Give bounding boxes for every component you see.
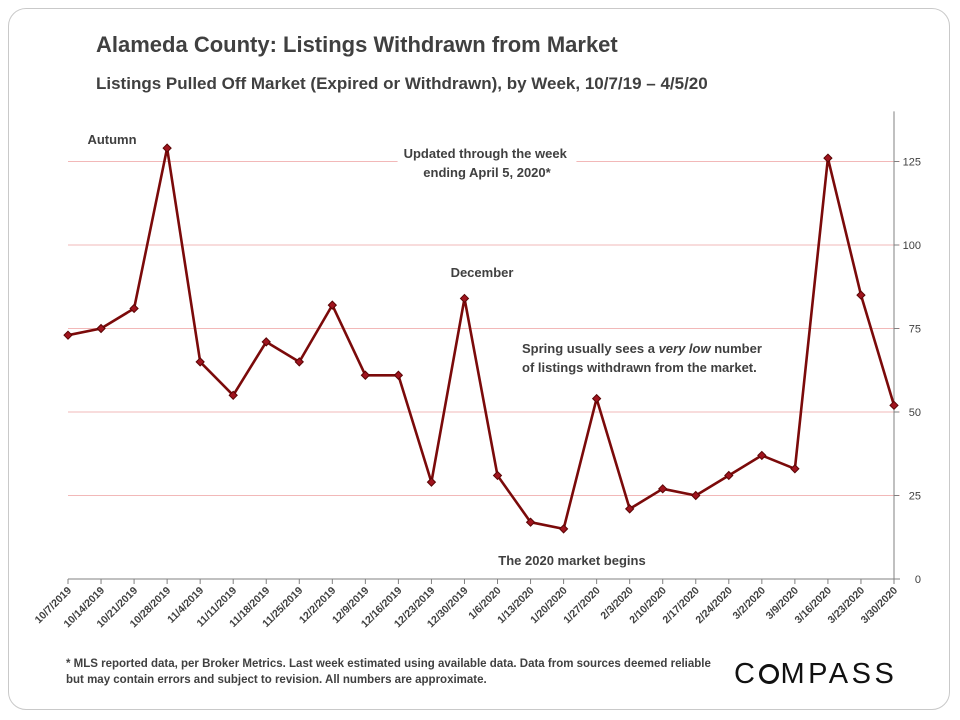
y-tick-label: 125	[903, 157, 921, 169]
data-point	[228, 390, 238, 401]
annotation-autumn: Autumn	[87, 132, 136, 147]
data-point	[360, 370, 371, 380]
slide-frame	[8, 8, 950, 710]
series-line	[67, 146, 896, 531]
data-point	[591, 393, 602, 404]
data-point	[525, 517, 536, 527]
data-point	[63, 330, 73, 340]
y-tick-label: 75	[909, 324, 921, 336]
data-point	[129, 303, 139, 314]
x-tick-label: 3/30/2020	[859, 585, 901, 627]
data-point	[162, 143, 172, 153]
data-point	[856, 290, 866, 300]
data-point	[889, 400, 899, 411]
annotations: Autumn Updated through the week ending A…	[87, 132, 772, 568]
data-point	[195, 357, 205, 367]
x-tick-label: 2/24/2020	[693, 585, 735, 627]
y-tick-label: 25	[909, 491, 921, 503]
data-point	[426, 477, 437, 487]
data-point	[327, 300, 338, 310]
data-point	[558, 524, 569, 534]
data-point	[823, 153, 833, 163]
y-tick-label: 0	[915, 574, 921, 586]
data-point	[96, 323, 106, 334]
data-point	[459, 293, 470, 304]
annotation-spring: Spring usually sees a very low number of…	[522, 341, 766, 375]
x-tick-label: 1/27/2020	[561, 585, 603, 627]
data-point	[393, 370, 404, 380]
chart-title: Alameda County: Listings Withdrawn from …	[96, 32, 618, 57]
data-point	[658, 484, 668, 494]
annotation-updated: Updated through the week ending April 5,…	[404, 146, 571, 180]
footnote: * MLS reported data, per Broker Metrics.…	[66, 658, 711, 686]
data-point	[790, 464, 800, 474]
annotation-updated-background	[397, 143, 577, 183]
annotation-december: December	[451, 265, 514, 280]
data-point	[261, 337, 271, 347]
gridlines	[68, 161, 900, 496]
y-tick-label: 100	[903, 240, 921, 252]
y-tick-label: 50	[909, 407, 921, 419]
series-listings-withdrawn	[63, 143, 899, 534]
data-point	[691, 490, 701, 501]
annotation-2020-begins: The 2020 market begins	[498, 553, 645, 568]
data-point	[624, 504, 635, 514]
x-tick-label: 3/2/2020	[731, 585, 768, 622]
data-point	[294, 357, 304, 367]
data-point	[492, 470, 503, 481]
data-point	[724, 470, 734, 481]
annotation-spring-background	[516, 338, 772, 378]
chart-subtitle: Listings Pulled Off Market (Expired or W…	[96, 74, 708, 93]
compass-logo: C MPASS	[734, 658, 898, 690]
logo-o-ring	[759, 664, 780, 684]
data-point	[757, 450, 767, 461]
